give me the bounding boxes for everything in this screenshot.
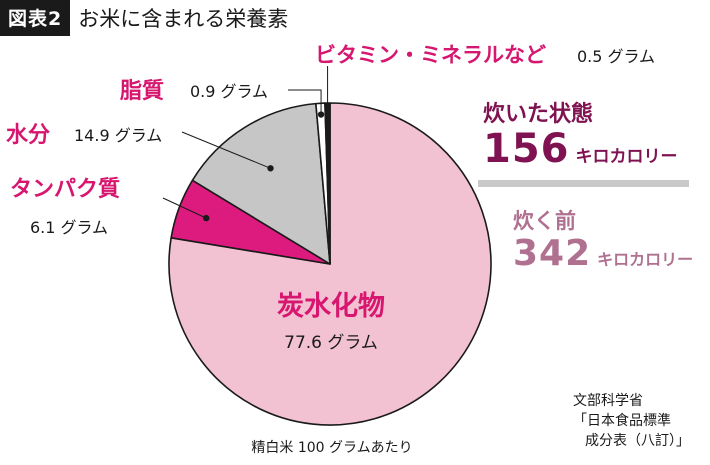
source-line-2: 「日本食品標準 xyxy=(573,413,671,429)
label-fat-value: 0.9 グラム xyxy=(190,82,268,101)
label-vitamin-name: ビタミン・ミネラルなど xyxy=(315,43,546,67)
leader-line-protein xyxy=(162,197,207,219)
cooked-kcal-value: 156 xyxy=(483,126,570,172)
leader-line-water xyxy=(181,131,271,169)
source-line-3: 成分表（八訂）」 xyxy=(585,433,690,449)
raw-calories: 炊く前 342 キロカロリー xyxy=(513,205,693,274)
figure-title: お米に含まれる栄養素 xyxy=(78,7,289,31)
leader-dot-fat xyxy=(317,111,325,118)
raw-label: 炊く前 xyxy=(513,209,576,233)
source-citation: 文部科学省 「日本食品標準 成分表（八訂）」 xyxy=(573,391,690,451)
chart-footnote: 精白米 100 グラムあたり xyxy=(251,440,413,456)
label-carbohydrate-name: 炭水化物 xyxy=(277,291,385,322)
raw-kcal-unit: キロカロリー xyxy=(597,250,694,269)
cooked-kcal-unit: キロカロリー xyxy=(575,147,678,167)
calorie-divider xyxy=(478,180,689,187)
label-vitamin-value: 0.5 グラム xyxy=(577,47,655,66)
figure-number-badge: 図表2 xyxy=(0,0,71,36)
label-carbohydrate-value: 77.6 グラム xyxy=(284,333,378,353)
label-protein-value: 6.1 グラム xyxy=(30,218,108,237)
source-line-1: 文部科学省 xyxy=(573,393,643,409)
label-water-value: 14.9 グラム xyxy=(74,126,162,145)
figure-header: 図表2 お米に含まれる栄養素 xyxy=(0,0,288,36)
label-fat-name: 脂質 xyxy=(120,78,164,104)
slice-water xyxy=(191,102,331,265)
label-water-name: 水分 xyxy=(6,123,50,148)
leader-line-fat xyxy=(288,89,322,115)
cooked-calories: 炊いた状態 156 キロカロリー xyxy=(483,96,678,172)
raw-kcal-value: 342 xyxy=(513,233,592,274)
cooked-label: 炊いた状態 xyxy=(483,102,594,127)
label-protein-name: タンパク質 xyxy=(10,177,120,202)
